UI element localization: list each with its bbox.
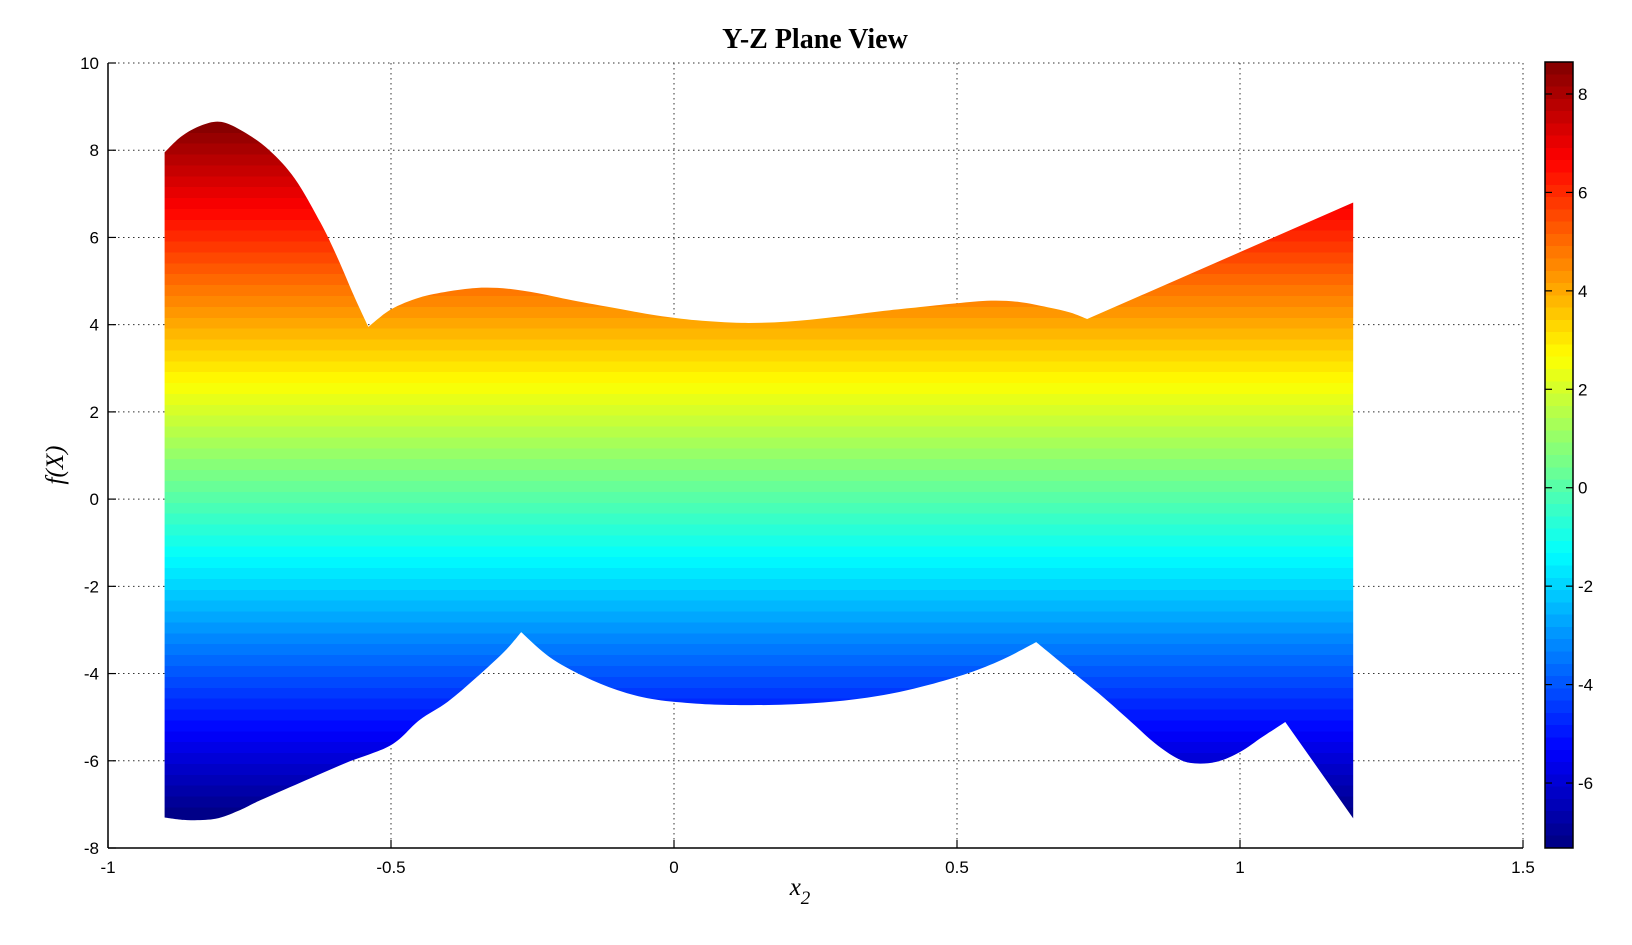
- colorbar-tick-label: 6: [1578, 183, 1587, 202]
- y-tick-label: 0: [90, 490, 99, 509]
- x-axis-label-base: x: [789, 874, 801, 901]
- colorbar-tick-label: 8: [1578, 85, 1587, 104]
- y-tick-label: 8: [90, 141, 99, 160]
- y-tick-label: -4: [84, 665, 99, 684]
- x-axis-label: x2: [789, 874, 811, 909]
- x-tick-label: 1.5: [1511, 858, 1535, 877]
- y-tick-label: 2: [90, 403, 99, 422]
- y-tick-label: -2: [84, 577, 99, 596]
- colorbar: 8 6 4 2 0 -2 -4 -6: [1544, 61, 1593, 849]
- colorbar-tick-label: 2: [1578, 380, 1587, 399]
- tick-labels: -1 -0.5 0 0.5 1 1.5 -8 -6 -4 -2 0 2 4 6 8 10: [80, 54, 1535, 877]
- colorbar-tick-label: -2: [1578, 577, 1593, 596]
- x-tick-label: 0.5: [945, 858, 969, 877]
- surface-silhouette: [164, 121, 1354, 821]
- y-tick-label: -6: [84, 752, 99, 771]
- axes: [107, 62, 1524, 849]
- y-tick-label: 10: [80, 54, 99, 73]
- chart-title: Y-Z Plane View: [722, 24, 908, 55]
- colorbar-tick-label: -6: [1578, 774, 1593, 793]
- colorbar-tick-label: -4: [1578, 676, 1593, 695]
- x-tick-label: -0.5: [376, 858, 405, 877]
- x-axis-label-subscript: 2: [801, 888, 811, 909]
- x-tick-label: 0: [669, 858, 678, 877]
- y-tick-label: -8: [84, 839, 99, 858]
- y-axis-label: f(X): [42, 446, 69, 485]
- colorbar-bar: [1544, 61, 1574, 849]
- x-tick-label: 1: [1235, 858, 1244, 877]
- x-tick-label: -1: [100, 858, 115, 877]
- y-tick-label: 6: [90, 228, 99, 247]
- colorbar-tick-label: 0: [1578, 479, 1587, 498]
- colorbar-tick-label: 4: [1578, 282, 1587, 301]
- y-tick-label: 4: [90, 316, 99, 335]
